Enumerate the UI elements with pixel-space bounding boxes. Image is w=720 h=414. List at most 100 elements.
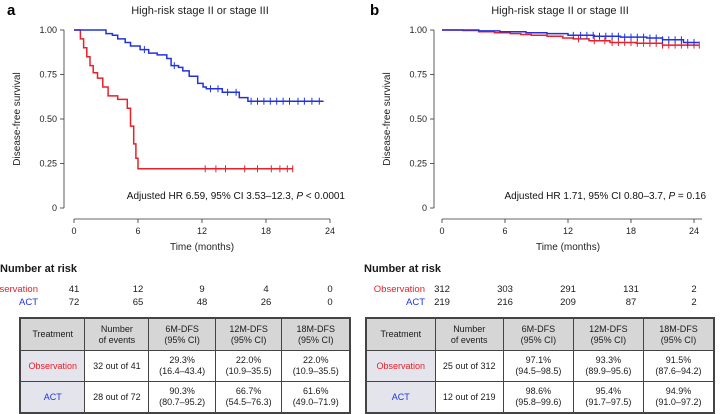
table-header-cell: Number of events [84,318,150,351]
p-value: = 0.16 [675,191,706,202]
x-tick-label: 12 [197,226,207,236]
table-row: Observation 32 out of 41 29.3% (16.4–43.… [19,350,350,382]
table-row: ACT 12 out of 219 98.6% (95.8–99.6) 95.4… [366,381,715,413]
dfs-18m-cell: 61.6% (49.0–71.9) [281,381,350,413]
km-curve-act [74,29,324,102]
dfs-18m-cell: 91.5% (87.6–94.2) [642,350,715,382]
events-cell: 12 out of 219 [434,381,504,413]
risk-row-label: Observation [373,284,425,295]
km-curve-observation [442,29,700,46]
risk-row-act: ACT 72 65 48 26 0 [0,297,360,309]
header-line: 6M-DFS (95% CI) [164,323,200,345]
risk-table-header: Number at risk [364,263,442,275]
table-row: ACT 28 out of 72 90.3% (80.7–95.2) 66.7%… [19,381,350,413]
risk-table-header: Number at risk [0,263,78,275]
events-cell: 25 out of 312 [434,350,504,382]
dfs-6m-cell: 98.6% (95.8–99.6) [502,381,574,413]
hazard-ratio-annotation: Adjusted HR 6.59, 95% CI 3.53–12.3, P < … [127,191,346,202]
events-cell: 28 out of 72 [84,381,150,413]
risk-value: 4 [263,284,269,295]
y-tick-label: 0.75 [409,70,427,80]
table-header-cell: Treatment [366,318,436,351]
risk-value: 2 [691,284,697,295]
x-tick-label: 24 [325,226,335,236]
header-line: Number of events [98,323,136,345]
header-line: 12M-DFS (95% CI) [229,323,268,345]
dfs-12m-cell: 22.0% (10.9–35.5) [214,350,283,382]
chart-title: High-risk stage II or stage III [131,5,269,17]
risk-value: 0 [327,284,333,295]
table-header-cell: 12M-DFS (95% CI) [214,318,283,351]
risk-value: 65 [132,297,144,308]
x-tick-label: 18 [626,226,636,236]
x-tick-label: 6 [502,226,507,236]
dfs-12m-cell: 93.3% (89.9–95.6) [572,350,644,382]
risk-value: 291 [560,284,576,295]
x-tick-label: 0 [71,226,76,236]
header-line: 6M-DFS (95% CI) [520,323,557,345]
risk-value: 87 [625,297,637,308]
header-line: 12M-DFS (95% CI) [589,323,628,345]
header-line: Treatment [380,329,422,339]
x-tick-label: 0 [439,226,444,236]
chart-title: High-risk stage II or stage III [491,5,629,17]
risk-row-observation: Observation 312 303 291 131 2 [360,284,720,296]
table-header-cell: 6M-DFS (95% CI) [502,318,574,351]
y-tick-label: 0.75 [39,70,57,80]
header-line: 18M-DFS (95% CI) [296,323,335,345]
risk-row-observation: Observation 41 12 9 4 0 [0,284,360,296]
km-curves [74,29,324,173]
km-chart-a: a High-risk stage II or stage III 1.00 0… [7,2,346,253]
risk-value: 312 [434,284,450,295]
x-tick-label: 12 [563,226,573,236]
treatment-name-cell: ACT [19,381,86,413]
x-tick-label: 18 [261,226,271,236]
treatment-name-cell: ACT [366,381,436,413]
dfs-18m-cell: 94.9% (91.0–97.2) [642,381,715,413]
events-cell: 32 out of 41 [84,350,150,382]
risk-value: 12 [132,284,144,295]
risk-value: 2 [691,297,697,308]
risk-value: 209 [560,297,576,308]
risk-value: 72 [68,297,80,308]
dfs-12m-cell: 66.7% (54.5–76.3) [214,381,283,413]
header-line: Number of events [450,323,488,345]
table-row: Observation 25 out of 312 97.1% (94.5–98… [366,350,715,382]
x-tick-label: 6 [135,226,140,236]
table-header-cell: 6M-DFS (95% CI) [148,318,216,351]
y-axis-label: Disease-free survival [12,72,23,165]
table-header-row: Treatment Number of events 6M-DFS (95% C… [366,318,715,351]
p-label: P [296,191,303,202]
header-line: Treatment [32,329,74,339]
hazard-ratio-annotation: Adjusted HR 1.71, 95% CI 0.80–3.7, P = 0… [504,191,706,202]
header-line: 18M-DFS (95% CI) [659,323,698,345]
y-tick-label: 0.50 [409,114,427,124]
y-tick-label: 0.25 [39,159,57,169]
table-header-cell: 18M-DFS (95% CI) [281,318,350,351]
risk-row-act: ACT 219 216 209 87 2 [360,297,720,309]
risk-value: 216 [497,297,513,308]
dfs-18m-cell: 22.0% (10.9–35.5) [281,350,350,382]
dfs-6m-cell: 90.3% (80.7–95.2) [148,381,216,413]
risk-value: 131 [623,284,639,295]
y-tick-label: 1.00 [409,25,427,35]
treatment-name-cell: Observation [366,350,436,382]
dfs-6m-cell: 97.1% (94.5–98.5) [502,350,574,382]
dfs-6m-cell: 29.3% (16.4–43.4) [148,350,216,382]
x-tick-label: 24 [689,226,699,236]
panel-letter-b: b [370,2,379,19]
y-tick-label: 0.25 [409,159,427,169]
y-tick-label: 1.00 [39,25,57,35]
dfs-12m-cell: 95.4% (91.7–97.5) [572,381,644,413]
y-axis-label: Disease-free survival [382,72,393,165]
y-tick-label: 0 [52,203,57,213]
p-label: P [668,191,675,202]
risk-row-label: ACT [19,297,38,308]
risk-row-label: Observation [0,284,38,295]
y-tick-label: 0 [422,203,427,213]
km-curve-observation [74,29,293,170]
risk-value: 26 [260,297,272,308]
x-axis-label: Time (months) [170,242,234,253]
p-value: < 0.0001 [303,191,345,202]
hr-text: Adjusted HR 1.71, 95% CI 0.80–3.7, [504,191,668,202]
